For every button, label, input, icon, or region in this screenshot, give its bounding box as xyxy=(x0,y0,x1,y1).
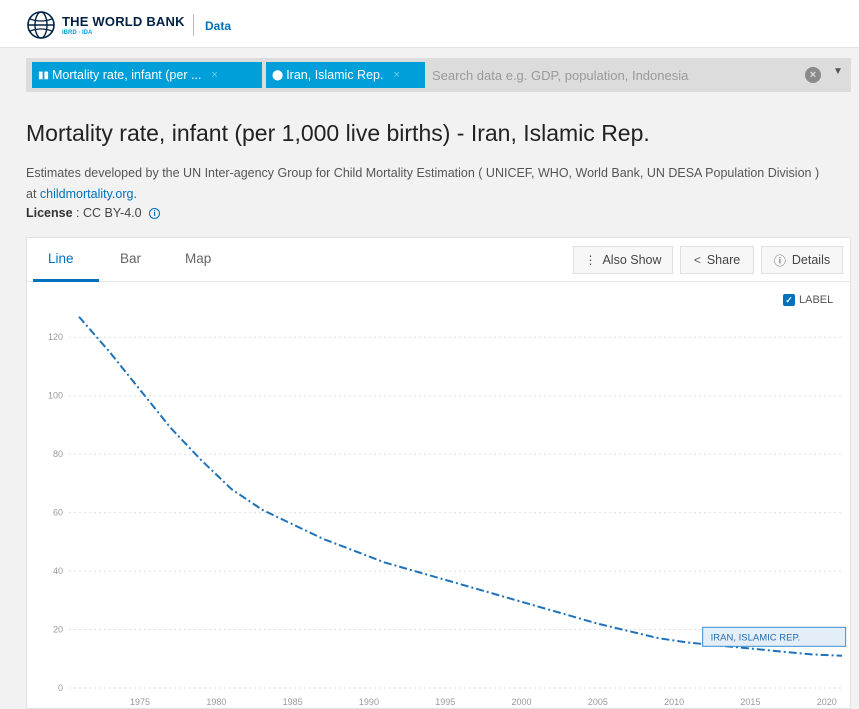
country-chip-label: Iran, Islamic Rep. xyxy=(286,68,384,82)
y-tick-label: 0 xyxy=(58,683,63,693)
y-tick-label: 20 xyxy=(53,625,63,635)
indicator-chip-label: Mortality rate, infant (per ... xyxy=(52,68,202,82)
chart-card: Line Bar Map ⋮ Also Show < Share ⓘ Detai… xyxy=(26,237,851,709)
remove-indicator-icon[interactable]: × xyxy=(211,69,218,81)
active-tab-indicator xyxy=(33,279,99,282)
share-button[interactable]: < Share xyxy=(680,246,754,274)
description-text: Estimates developed by the UN Inter-agen… xyxy=(26,166,820,201)
data-section-link[interactable]: Data xyxy=(205,19,232,33)
search-bar: ▮▮ Mortality rate, infant (per ... × ⬤ I… xyxy=(26,58,851,92)
y-tick-label: 40 xyxy=(53,566,63,576)
x-tick-label: 2010 xyxy=(664,697,684,707)
y-tick-label: 100 xyxy=(48,391,63,401)
x-tick-label: 1985 xyxy=(283,697,303,707)
tab-map[interactable]: Map xyxy=(185,251,212,266)
series-label-text: IRAN, ISLAMIC REP. xyxy=(711,632,801,643)
share-icon: < xyxy=(693,253,701,267)
indicator-chip[interactable]: ▮▮ Mortality rate, infant (per ... × xyxy=(32,62,262,88)
x-tick-label: 2015 xyxy=(740,697,760,707)
also-show-button[interactable]: ⋮ Also Show xyxy=(573,246,673,274)
bar-chart-icon: ▮▮ xyxy=(38,69,50,81)
clear-search-icon[interactable]: × xyxy=(805,67,821,83)
globe-icon xyxy=(27,11,55,39)
remove-country-icon[interactable]: × xyxy=(393,69,400,81)
tab-bar[interactable]: Bar xyxy=(120,251,142,266)
y-tick-label: 60 xyxy=(53,508,63,518)
x-tick-label: 2000 xyxy=(512,697,532,707)
gridlines xyxy=(69,336,842,689)
location-pin-icon: ⬤ xyxy=(272,69,284,81)
x-axis: 1975 1980 1985 1990 1995 2000 2005 2010 2015 2020 xyxy=(130,697,837,707)
indicator-description: Estimates developed by the UN Inter-agen… xyxy=(26,163,826,205)
logo-divider xyxy=(193,14,194,36)
also-show-label: Also Show xyxy=(602,253,662,267)
x-tick-label: 2005 xyxy=(588,697,608,707)
x-tick-label: 1975 xyxy=(130,697,150,707)
series-line-iran[interactable] xyxy=(78,316,843,657)
page-title: Mortality rate, infant (per 1,000 live b… xyxy=(26,120,650,146)
country-chip[interactable]: ⬤ Iran, Islamic Rep. × xyxy=(266,62,425,88)
license-label: License xyxy=(26,206,73,220)
y-axis: 0 20 40 60 80 100 120 xyxy=(48,332,63,693)
chevron-down-icon[interactable]: ▼ xyxy=(833,66,843,77)
tab-line[interactable]: Line xyxy=(48,251,74,266)
x-tick-label: 1990 xyxy=(359,697,379,707)
world-bank-logo[interactable]: THE WORLD BANK IBRD · IDA xyxy=(26,10,185,40)
label-toggle-text: LABEL xyxy=(799,294,834,306)
vertical-dots-icon: ⋮ xyxy=(584,253,597,267)
childmortality-link[interactable]: childmortality.org xyxy=(39,187,134,201)
logo-subtitle: IBRD · IDA xyxy=(62,29,93,36)
line-chart: 0 20 40 60 80 100 120 1975 1980 1985 1990 1995 2000… xyxy=(48,316,847,707)
info-circle-icon: ⓘ xyxy=(773,253,786,268)
share-label: Share xyxy=(706,253,741,267)
x-tick-label: 2020 xyxy=(817,697,837,707)
logo-title: THE WORLD BANK xyxy=(62,13,185,29)
series-label: IRAN, ISLAMIC REP. xyxy=(702,626,847,647)
details-label: Details xyxy=(791,253,831,267)
license-value: : CC BY-4.0 xyxy=(72,206,146,220)
top-bar: THE WORLD BANK IBRD · IDA Data xyxy=(0,0,859,48)
info-icon[interactable]: i xyxy=(149,208,161,219)
license-line: License : CC BY-4.0 i xyxy=(26,206,161,220)
x-tick-label: 1980 xyxy=(206,697,226,707)
x-tick-label: 1995 xyxy=(435,697,455,707)
description-suffix: . xyxy=(133,187,137,201)
search-input[interactable] xyxy=(432,62,792,88)
checkbox-checked-icon[interactable]: ✓ xyxy=(783,294,795,306)
series-label-box xyxy=(702,626,847,647)
y-tick-label: 80 xyxy=(53,449,63,459)
label-toggle[interactable]: ✓ LABEL xyxy=(783,294,833,306)
y-tick-label: 120 xyxy=(48,332,63,342)
details-button[interactable]: ⓘ Details xyxy=(761,246,843,274)
chart-tabs: Line Bar Map ⋮ Also Show < Share ⓘ Detai… xyxy=(27,238,850,282)
